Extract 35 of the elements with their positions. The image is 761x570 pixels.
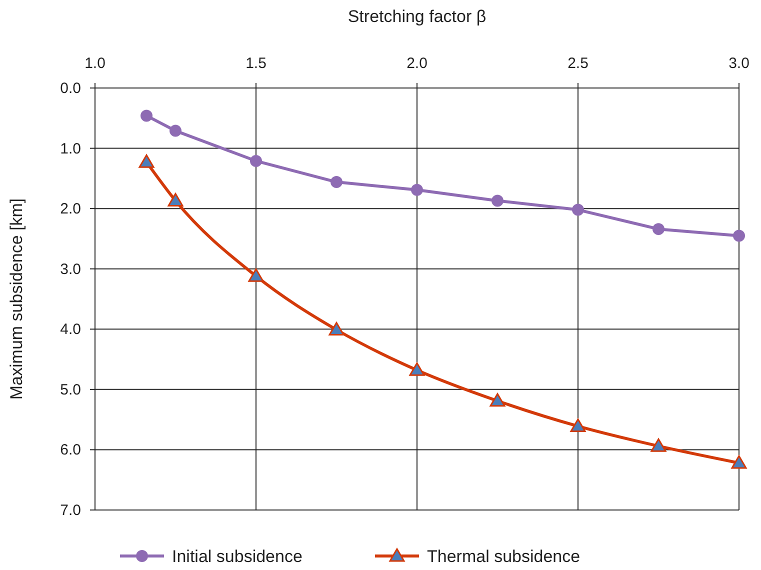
point <box>170 124 182 137</box>
y-tick-label: 2.0 <box>60 200 81 218</box>
x-axis-title: Stretching factor β <box>348 7 486 26</box>
point <box>409 362 425 376</box>
point <box>140 110 153 122</box>
y-tick-label: 6.0 <box>60 442 81 459</box>
x-tick-label: 1.0 <box>84 55 106 72</box>
point <box>733 230 745 242</box>
legend-label: Thermal subsidence <box>427 547 580 566</box>
point <box>492 194 504 207</box>
point <box>731 455 747 469</box>
y-tick-label: 4.0 <box>60 321 81 338</box>
x-tick-label: 1.5 <box>246 55 266 72</box>
y-tick-label: 0.0 <box>60 80 81 97</box>
point <box>250 154 262 167</box>
y-tick-label: 3.0 <box>60 260 81 278</box>
point <box>138 154 154 168</box>
x-tick-label: 2.0 <box>406 55 428 72</box>
point <box>572 204 584 216</box>
point <box>411 184 423 196</box>
x-tick-label: 3.0 <box>728 55 750 72</box>
point <box>650 438 666 452</box>
legend-label: Initial subsidence <box>172 547 302 566</box>
y-tick-label: 7.0 <box>60 502 81 519</box>
point <box>330 176 342 188</box>
point <box>248 268 264 282</box>
x-tick-label: 2.5 <box>568 55 588 72</box>
point <box>168 192 184 206</box>
point <box>490 393 506 407</box>
point <box>328 322 344 336</box>
y-tick-label: 5.0 <box>60 381 81 398</box>
point <box>570 418 586 432</box>
y-axis-title: Maximum subsidence [km] <box>7 198 26 400</box>
point <box>652 223 664 236</box>
y-tick-label: 1.0 <box>60 140 81 158</box>
